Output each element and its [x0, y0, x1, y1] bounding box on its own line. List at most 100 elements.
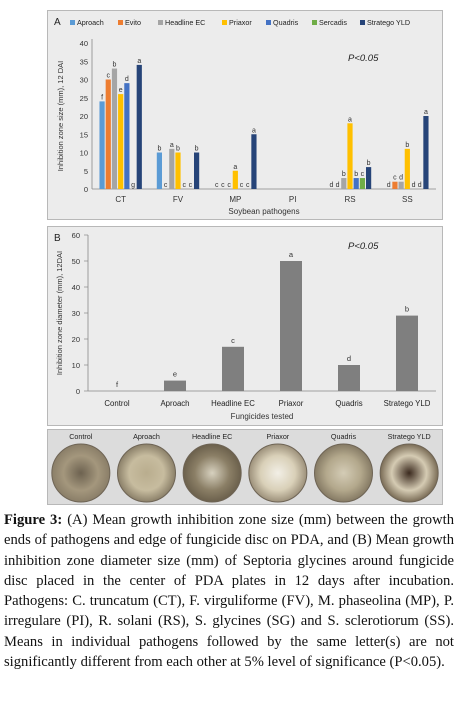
y-tick-label: 25	[80, 94, 88, 103]
petri-dish	[379, 443, 439, 503]
significance-letter: d	[329, 182, 333, 189]
x-axis-label: Soybean pathogens	[228, 207, 299, 216]
bar	[392, 181, 398, 189]
y-tick-label: 5	[84, 167, 88, 176]
significance-letter: c	[361, 171, 365, 178]
significance-letter: d	[418, 182, 422, 189]
petri-dish-photo-strip: Control Aproach Headline EC Priaxor Quadris S…	[47, 429, 443, 505]
bar	[423, 116, 429, 189]
dish-label: Stratego YLD	[388, 432, 431, 441]
y-tick-label: 0	[76, 387, 80, 396]
bar	[251, 134, 257, 189]
bar	[359, 178, 365, 189]
petri-dish	[51, 443, 111, 503]
y-tick-label: 60	[72, 231, 80, 240]
x-tick-label: MP	[229, 195, 241, 204]
significance-letter: b	[195, 146, 199, 153]
significance-letter: a	[424, 109, 428, 116]
significance-letter: f	[116, 380, 119, 389]
bar	[194, 152, 200, 189]
chart-b-svg: B P<0.05 0 10 20 30 40 50 60 Control Aproach Head…	[54, 231, 436, 421]
y-tick-label: 0	[84, 185, 88, 194]
significance-letter: c	[107, 73, 111, 80]
dish-label: Aproach	[133, 432, 160, 441]
significance-letter: c	[393, 175, 397, 182]
bar	[118, 94, 124, 189]
x-tick-label: SS	[402, 195, 413, 204]
significance-letter: c	[164, 182, 168, 189]
chart-a-legend: Aproach Evito Headline EC Priaxor Quadris Ser…	[70, 18, 410, 27]
significance-letter: g	[131, 182, 135, 189]
bar	[164, 380, 186, 391]
chart-panel-b: B P<0.05 0 10 20 30 40 50 60 Control Aproach Head…	[47, 226, 443, 426]
legend-swatch	[360, 20, 365, 25]
significance-letter: e	[173, 370, 177, 379]
chart-b-axes: 0 10 20 30 40 50 60 Control Aproach Headline EC Pr…	[72, 231, 436, 408]
significance-letter: d	[347, 354, 351, 363]
x-tick-label: Priaxor	[279, 399, 304, 408]
bar	[398, 181, 404, 189]
significance-letter: a	[170, 142, 174, 149]
bar	[396, 315, 418, 391]
legend-swatch	[158, 20, 163, 25]
significance-letter: b	[176, 146, 180, 153]
x-tick-label: Control	[104, 399, 129, 408]
y-tick-label: 30	[80, 76, 88, 85]
figure-caption: Figure 3: (A) Mean growth inhibition zon…	[4, 510, 454, 672]
x-axis-label: Fungicides tested	[231, 412, 294, 421]
dish-label: Quadris	[331, 432, 357, 441]
legend-label: Sercadis	[319, 18, 347, 27]
significance-letter: f	[101, 94, 103, 101]
bar	[347, 123, 353, 189]
bar	[341, 178, 347, 189]
significance-letter: a	[233, 164, 237, 171]
x-tick-label: Headline EC	[211, 399, 255, 408]
caption-lead: Figure 3:	[4, 512, 63, 528]
x-tick-label: CT	[115, 195, 126, 204]
significance-letter: b	[405, 305, 409, 314]
x-tick-label: PI	[289, 195, 297, 204]
significance-letter: d	[399, 175, 403, 182]
y-tick-label: 20	[72, 335, 80, 344]
significance-letter: d	[125, 76, 129, 83]
bar	[338, 365, 360, 391]
petri-dish-photos: Control Aproach Headline EC Priaxor Quadris S…	[51, 432, 439, 503]
y-tick-label: 35	[80, 57, 88, 66]
panel-letter: A	[54, 17, 61, 28]
y-tick-label: 50	[72, 257, 80, 266]
bar	[232, 170, 238, 189]
legend-label: Evito	[125, 18, 141, 27]
dish-label: Priaxor	[266, 432, 289, 441]
significance-letter: b	[113, 62, 117, 69]
bar	[99, 101, 105, 189]
significance-letter: c	[231, 336, 235, 345]
bar	[136, 64, 142, 189]
legend-swatch	[312, 20, 317, 25]
legend-label: Headline EC	[165, 18, 205, 27]
significance-letter: a	[137, 58, 141, 65]
significance-letter: c	[246, 182, 250, 189]
significance-letter: c	[227, 182, 231, 189]
significance-letter: a	[252, 127, 256, 134]
significance-letter: c	[240, 182, 244, 189]
significance-letter: b	[157, 146, 161, 153]
y-tick-label: 10	[72, 361, 80, 370]
significance-letter: c	[215, 182, 219, 189]
p-value-label: P<0.05	[348, 241, 379, 252]
petri-dish	[248, 443, 308, 503]
bar	[175, 152, 181, 189]
x-tick-label: Stratego YLD	[384, 399, 431, 408]
significance-letter: d	[387, 182, 391, 189]
bar	[280, 261, 302, 391]
significance-letter: a	[289, 250, 294, 259]
legend-swatch	[222, 20, 227, 25]
x-tick-label: RS	[344, 195, 355, 204]
petri-dish	[314, 443, 373, 503]
legend-swatch	[118, 20, 123, 25]
significance-letter: d	[336, 182, 340, 189]
y-axis-label: Inhibition zone diameter (mm), 12DAI	[55, 251, 64, 375]
bar	[366, 167, 372, 189]
chart-a-svg: A Aproach Evito Headline EC Priaxor Quadris S…	[54, 17, 436, 216]
significance-letter: b	[405, 142, 409, 149]
